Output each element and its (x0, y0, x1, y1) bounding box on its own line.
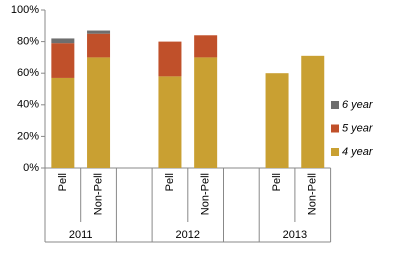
legend-label: 5 year (342, 122, 374, 134)
x-tick-label: Pell (57, 173, 69, 191)
bar (194, 35, 218, 58)
group-label: 2013 (283, 229, 307, 241)
y-tick-label: 0% (23, 162, 39, 174)
legend-swatch (331, 101, 339, 109)
y-tick-label: 20% (17, 130, 39, 142)
bar (301, 55, 325, 168)
y-tick-label: 80% (17, 36, 39, 48)
bar (51, 43, 75, 78)
legend-label: 4 year (342, 146, 374, 158)
bar (194, 57, 218, 168)
y-tick-label: 60% (17, 67, 39, 79)
bar (51, 38, 75, 44)
y-tick-label: 100% (11, 4, 39, 16)
group-label: 2012 (176, 229, 200, 241)
legend-label: 6 year (342, 99, 374, 111)
bar (87, 57, 111, 168)
x-tick-label: Non-Pell (92, 173, 104, 215)
legend-swatch (331, 124, 339, 133)
bar (87, 30, 111, 34)
group-label: 2011 (69, 229, 93, 241)
bar (87, 33, 111, 58)
bar (265, 73, 289, 168)
y-tick-label: 40% (17, 99, 39, 111)
x-tick-label: Pell (271, 173, 283, 191)
bar (158, 76, 182, 168)
bar (51, 77, 75, 168)
x-tick-label: Non-Pell (307, 173, 319, 215)
x-tick-label: Non-Pell (200, 173, 212, 215)
legend-swatch (331, 148, 339, 156)
bar (158, 41, 182, 77)
x-tick-label: Pell (164, 173, 176, 191)
